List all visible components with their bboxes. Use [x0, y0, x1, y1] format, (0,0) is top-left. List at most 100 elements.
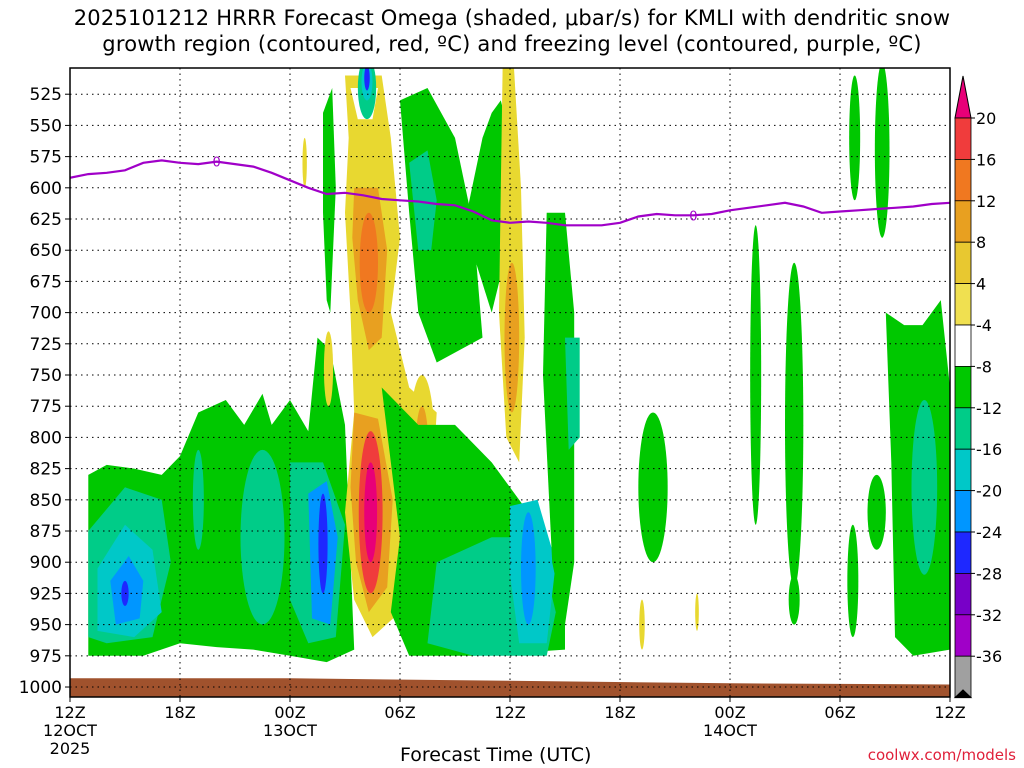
- omega-region-dkorange-1: [359, 212, 379, 313]
- y-tick-label: 800: [30, 428, 62, 448]
- y-tick-label: 700: [30, 304, 62, 324]
- colorbar-label: 12: [976, 192, 996, 211]
- x-tick-year: 2025: [50, 739, 91, 758]
- omega-region-yellow-5: [323, 331, 334, 407]
- freezing-level-layer: 00: [70, 156, 950, 227]
- omega-region-teal-3: [240, 449, 285, 625]
- x-tick-label: 06Z: [384, 703, 415, 722]
- omega-region-yellow-8: [695, 593, 699, 631]
- omega-region-green-2: [323, 88, 336, 313]
- omega-region-dkblue-3: [364, 68, 370, 91]
- omega-region-green-6: [543, 212, 575, 625]
- x-tick-label: 12Z: [934, 703, 965, 722]
- colorbar-bottom-cap: [953, 689, 973, 699]
- colorbar-segment: [954, 117, 972, 160]
- omega-region-yellow-6: [302, 137, 307, 188]
- omega-region-green-10: [849, 75, 861, 201]
- omega-region-blue-3: [521, 512, 536, 625]
- y-tick-label: 675: [30, 272, 62, 292]
- colorbar-segment: [954, 365, 972, 409]
- chart-title-line-2: growth region (contoured, red, ºC) and f…: [102, 32, 922, 56]
- y-tick-label: 825: [30, 460, 62, 480]
- colorbar-label: -8: [976, 357, 992, 376]
- colorbar-label: 20: [976, 109, 996, 128]
- omega-region-teal-9: [911, 399, 938, 575]
- grid-lines: [70, 68, 950, 697]
- x-tick-date: 12OCT: [43, 721, 97, 740]
- omega-shading-layer: [70, 68, 950, 697]
- colorbar-segment: [954, 283, 972, 326]
- colorbar-segment: [954, 490, 972, 533]
- x-tick-label: 12Z: [494, 703, 525, 722]
- omega-region-green-7: [638, 412, 668, 563]
- colorbar-label: -12: [976, 399, 1002, 418]
- colorbar-top-cap: [954, 75, 972, 119]
- freezing-level-label: 0: [213, 156, 221, 171]
- omega-region-green-9: [785, 262, 804, 588]
- y-tick-label: 525: [30, 85, 62, 105]
- omega-region-green-12: [847, 524, 859, 638]
- y-tick-label: 625: [30, 210, 62, 230]
- x-tick-label: 18Z: [604, 703, 635, 722]
- colorbar-label: -16: [976, 440, 1002, 459]
- colorbar-segment: [954, 241, 972, 284]
- colorbar-segment: [954, 407, 972, 450]
- x-tick-date: 13OCT: [263, 721, 317, 740]
- y-tick-label: 1000: [19, 678, 62, 698]
- y-tick-label: 975: [30, 647, 62, 667]
- colorbar-label: -24: [976, 523, 1002, 542]
- chart-title-line-1: 2025101212 HRRR Forecast Omega (shaded, …: [73, 6, 951, 30]
- omega-region-teal-5: [409, 150, 437, 251]
- site-credit: coolwx.com/models: [867, 746, 1016, 764]
- colorbar-label: -36: [976, 647, 1002, 666]
- y-tick-label: 850: [30, 491, 62, 511]
- colorbar-label: -4: [976, 316, 992, 335]
- omega-region-green-8: [750, 225, 762, 525]
- x-tick-label: 00Z: [274, 703, 305, 722]
- x-tick-label: 12Z: [54, 703, 85, 722]
- terrain-ground: [70, 678, 950, 697]
- y-tick-label: 925: [30, 584, 62, 604]
- colorbar-label: -32: [976, 606, 1002, 625]
- colorbar: 20 16 12 8 4 -4 -8 -12 -16 -20 -24 -28 -32 -36: [953, 75, 1002, 699]
- colorbar-label: 8: [976, 233, 986, 252]
- colorbar-segment: [954, 614, 972, 657]
- omega-region-orange-3: [504, 262, 520, 413]
- colorbar-segment: [954, 200, 972, 243]
- omega-region-green-13: [867, 474, 886, 550]
- y-tick-label: 575: [30, 148, 62, 168]
- y-tick-label: 550: [30, 116, 62, 136]
- y-tick-label: 900: [30, 553, 62, 573]
- y-tick-label: 875: [30, 522, 62, 542]
- omega-region-magenta-1: [364, 462, 378, 563]
- colorbar-segment: [954, 158, 972, 202]
- y-tick-label: 725: [30, 335, 62, 355]
- omega-region-dkblue-2: [318, 493, 328, 594]
- y-tick-label: 600: [30, 179, 62, 199]
- y-tick-label: 950: [30, 616, 62, 636]
- y-tick-label: 750: [30, 366, 62, 386]
- colorbar-label: 16: [976, 150, 996, 169]
- colorbar-segment: [954, 448, 972, 492]
- colorbar-label: -20: [976, 482, 1002, 501]
- omega-region-teal-8: [565, 337, 580, 450]
- x-tick-label: 00Z: [714, 703, 745, 722]
- colorbar-segment: [954, 573, 972, 616]
- omega-region-green-4: [464, 100, 510, 313]
- colorbar-segment: [954, 324, 972, 367]
- omega-region-teal-2: [192, 449, 204, 550]
- freezing-level-line: [70, 159, 950, 227]
- y-axis: 525 550 575 600 625 650 675 700 725 750 775 800 825 8…: [19, 85, 70, 698]
- y-tick-label: 650: [30, 241, 62, 261]
- y-tick-label: 775: [30, 397, 62, 417]
- freezing-level-label: 0: [689, 209, 697, 224]
- x-tick-label: 06Z: [824, 703, 855, 722]
- x-axis-title: Forecast Time (UTC): [400, 744, 592, 766]
- x-tick-label: 18Z: [164, 703, 195, 722]
- omega-region-green-15: [788, 574, 800, 625]
- x-tick-date: 14OCT: [703, 721, 757, 740]
- colorbar-label: 4: [976, 275, 986, 294]
- omega-region-green-11: [874, 68, 890, 238]
